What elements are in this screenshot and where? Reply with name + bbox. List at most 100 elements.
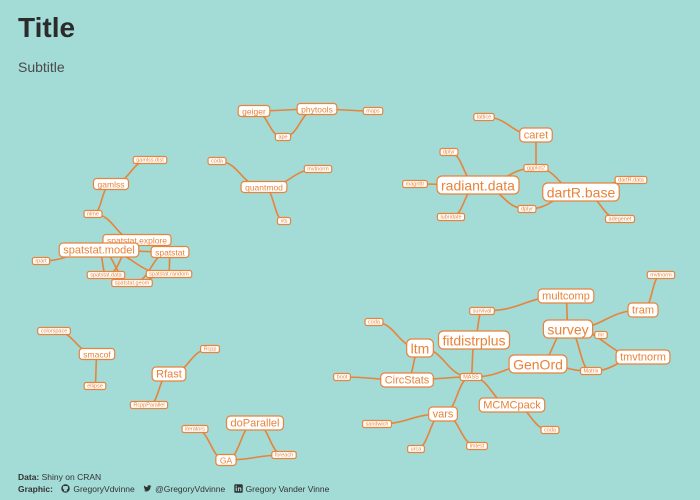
node-label-spatstat_geom: spatstat.geom xyxy=(115,281,150,287)
node-label-Rcpp: Rcpp xyxy=(204,347,217,353)
node-label-spatstat_random: spatstat.random xyxy=(149,272,189,278)
footer-data-label: Data: xyxy=(18,472,40,482)
node-survey: survey xyxy=(542,319,594,339)
node-box-smacof xyxy=(78,347,116,361)
node-nlme: nlme xyxy=(83,209,103,219)
node-mvtnorm: mvtnorm xyxy=(646,270,676,280)
node-label-multcomp: multcomp xyxy=(542,291,590,303)
node-box-maps xyxy=(362,106,384,116)
node-label-Rfast: Rfast xyxy=(156,369,182,381)
node-box-MCMCpack xyxy=(478,397,546,413)
node-lattice: lattice xyxy=(473,112,495,122)
node-label-magrittr: magrittr xyxy=(406,182,425,188)
node-box-gamlss_dist xyxy=(132,155,168,165)
node-label-maps: maps xyxy=(366,109,380,115)
node-rpart: rpart xyxy=(31,256,51,266)
node-label-mr: mr xyxy=(598,333,605,339)
node-label-radiant_data: radiant.data xyxy=(441,178,515,194)
node-box-caret xyxy=(519,127,553,143)
node-label-survey: survey xyxy=(547,322,588,338)
node-label-caret: caret xyxy=(524,130,548,142)
node-box-sandwich xyxy=(361,419,393,429)
node-box-Matrix xyxy=(579,366,603,376)
node-box-quantmod xyxy=(240,180,288,194)
node-label-vars: vars xyxy=(433,409,454,421)
node-foreach: foreach xyxy=(271,450,297,460)
node-label-RcppParallel: RcppParallel xyxy=(133,403,164,409)
linkedin-icon xyxy=(233,484,243,493)
node-spatstat_data: spatstat.data xyxy=(86,270,126,280)
node-box-xts xyxy=(276,216,292,226)
node-spatstat_model: spatstat.model xyxy=(58,242,140,258)
node-geiger: geiger xyxy=(237,104,271,118)
node-label-nlme: nlme xyxy=(87,212,99,218)
node-box-magrittr xyxy=(402,179,428,189)
footer-github-handle[interactable]: GregoryVdvinne xyxy=(73,484,135,494)
node-label-lubridate: lubridate xyxy=(440,215,461,221)
node-box-colorspace xyxy=(37,326,71,336)
node-label-colorspace: colorspace xyxy=(41,329,68,335)
node-box-tmvtnorm xyxy=(615,349,671,365)
node-label-foreach: foreach xyxy=(275,453,293,459)
node-label-GA: GA xyxy=(220,456,233,466)
node-iterators: iterators xyxy=(181,424,209,434)
node-label-ape: ape xyxy=(278,135,287,141)
node-label-ellipse: ellipse xyxy=(87,384,103,390)
node-box-radiant_data xyxy=(436,175,520,195)
node-adegenet: adegenet xyxy=(604,214,636,224)
node-phytools: phytools xyxy=(296,102,338,116)
node-sandwich: sandwich xyxy=(361,419,393,429)
node-box-ellipse xyxy=(83,381,107,391)
node-box-nlme xyxy=(83,209,103,219)
node-box-foreach xyxy=(271,450,297,460)
node-boot: boot xyxy=(333,372,351,382)
node-box-coda_q xyxy=(207,156,227,166)
node-box-dplyr2 xyxy=(517,204,537,214)
node-ellipse: ellipse xyxy=(83,381,107,391)
node-Rfast: Rfast xyxy=(151,366,187,382)
node-box-multcomp xyxy=(537,288,595,304)
node-box-ape xyxy=(274,132,292,142)
node-label-tmvtnorm: tmvtnorm xyxy=(620,352,666,364)
node-caret: caret xyxy=(519,127,553,143)
node-box-iterators xyxy=(181,424,209,434)
node-box-survival xyxy=(469,306,495,316)
node-label-survival: survival xyxy=(473,309,492,315)
node-label-gamlss: gamlss xyxy=(98,180,125,190)
node-quantmod: quantmod xyxy=(240,180,288,194)
footer-linkedin-name[interactable]: Gregory Vander Vinne xyxy=(245,484,330,494)
node-box-ggplot2 xyxy=(523,163,549,173)
node-box-vars xyxy=(428,406,458,422)
node-box-Rcpp xyxy=(199,344,221,354)
node-label-smacof: smacof xyxy=(83,350,111,360)
node-label-CircStats: CircStats xyxy=(385,375,430,387)
node-urca: urca xyxy=(407,444,425,454)
node-label-Matrix: Matrix xyxy=(584,369,599,375)
node-box-MASS xyxy=(459,372,483,382)
node-lubridate: lubridate xyxy=(436,212,466,222)
node-spatstat_geom: spatstat.geom xyxy=(111,278,153,288)
node-label-quantmod: quantmod xyxy=(245,183,283,193)
node-label-rpart: rpart xyxy=(35,259,47,265)
node-colorspace: colorspace xyxy=(37,326,71,336)
footer-graphic-line: Graphic: GregoryVdvinne @GregoryVdvinne … xyxy=(18,483,329,495)
node-label-iterators: iterators xyxy=(185,427,205,433)
node-layer: geiger phytools maps ape gamlss.dist gamlss nl… xyxy=(31,102,676,467)
node-GA: GA xyxy=(215,453,237,467)
node-label-mvtnorm_q: mvtnorm xyxy=(307,167,329,173)
node-label-phytools: phytools xyxy=(301,105,333,115)
node-box-spatstat_geom xyxy=(111,278,153,288)
node-box-doParallel xyxy=(225,415,285,431)
node-mvtnorm_q: mvtnorm xyxy=(303,164,333,174)
node-label-xts: xts xyxy=(280,219,287,225)
node-box-gamlss xyxy=(92,177,130,191)
node-box-phytools xyxy=(296,102,338,116)
footer-twitter-handle[interactable]: @GregoryVdvinne xyxy=(155,484,226,494)
node-Rcpp: Rcpp xyxy=(199,344,221,354)
node-box-survey xyxy=(542,319,594,339)
page-subtitle: Subtitle xyxy=(18,59,65,75)
node-box-dartR_data xyxy=(614,175,648,185)
node-label-dplyr2: dplyr xyxy=(521,207,533,213)
github-icon xyxy=(61,484,71,493)
